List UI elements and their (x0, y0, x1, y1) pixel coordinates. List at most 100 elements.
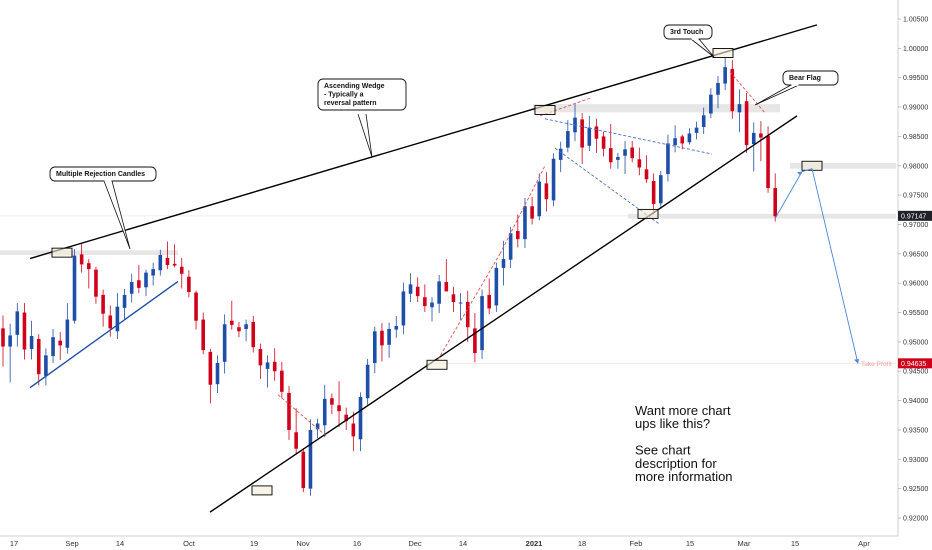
candle-body (365, 364, 370, 399)
candle (129, 273, 134, 303)
candle (222, 314, 227, 374)
x-tick-label: 15 (791, 539, 799, 548)
candle-body (151, 269, 155, 276)
candle-body (115, 306, 120, 332)
x-tick-label: 2021 (526, 539, 543, 548)
candle-body (208, 351, 213, 385)
candle (280, 361, 284, 399)
candle (258, 343, 263, 379)
candle (508, 226, 513, 268)
candle-body (523, 206, 527, 240)
candle (165, 241, 170, 270)
current-price-tag: 0.97147 (898, 210, 932, 221)
x-tick-label: 18 (578, 539, 586, 548)
candle-body (201, 319, 205, 351)
candle (437, 274, 441, 314)
projection-arrowhead-2 (854, 359, 859, 364)
projection-path (774, 168, 859, 364)
candle (501, 240, 506, 286)
candle-body (122, 294, 127, 308)
candle-body (315, 423, 320, 430)
candle (473, 313, 477, 363)
candle (408, 273, 413, 302)
candle-body (415, 286, 420, 297)
candle-body (530, 206, 534, 219)
candle-body (22, 312, 27, 350)
candle (480, 289, 484, 359)
candle (265, 355, 270, 388)
candle-body (773, 188, 777, 217)
candle-body (601, 136, 606, 149)
bear-flag-callout-box (782, 70, 839, 86)
wedge-callout-pointer (357, 113, 373, 158)
candle-body (616, 156, 620, 160)
third-touch-callout-text: 3rd Touch (670, 29, 703, 36)
candle-body (79, 254, 84, 265)
candle (465, 290, 470, 342)
candle-body (272, 361, 277, 372)
candle (616, 152, 620, 169)
candle-body (108, 315, 113, 329)
candle (608, 124, 613, 169)
candle (415, 277, 420, 302)
candle-body (544, 183, 549, 200)
resistance-zone-3 (790, 162, 896, 169)
candle (709, 88, 713, 119)
candle-body (608, 148, 613, 163)
rejection-callout-pointer (103, 180, 131, 250)
candle-body (29, 336, 34, 349)
candle (673, 125, 677, 153)
candle (723, 57, 727, 91)
candle-body (558, 148, 563, 160)
candle-body (430, 302, 434, 308)
candle (287, 385, 291, 440)
candle-body (501, 259, 506, 268)
candle-body (659, 175, 663, 204)
promo-line: See chart (635, 443, 691, 458)
candle-body (437, 281, 441, 304)
candle (637, 147, 642, 176)
candle (330, 393, 334, 415)
candle (44, 348, 48, 386)
y-tick-label: 0.96500 (903, 251, 928, 258)
candle (272, 348, 277, 381)
candle-body (630, 147, 634, 159)
candle (251, 316, 256, 353)
candle (158, 249, 163, 276)
candle-body (129, 282, 134, 294)
bear-flag-callout-text: Bear Flag (789, 75, 821, 82)
candle (558, 141, 563, 173)
y-tick-label: 0.95000 (903, 339, 928, 346)
candle (15, 303, 20, 347)
wedge-callout-text: Ascending Wedge (324, 83, 385, 90)
candle-body (65, 319, 70, 348)
candle-body (666, 143, 670, 174)
candle-body (301, 451, 306, 489)
candle-body (358, 397, 363, 440)
x-tick-label: 14 (116, 539, 124, 548)
candles-layer (1, 57, 777, 496)
candle (387, 322, 391, 358)
candle (537, 173, 542, 221)
candle (1, 315, 5, 367)
touch-box-3 (712, 48, 734, 58)
take-profit-price-tag: 0.94635 (898, 358, 932, 369)
dashed-rally-line-2 (499, 165, 546, 255)
candle-body (473, 328, 477, 354)
candle-body (194, 292, 198, 321)
y-tick-label: 0.94500 (903, 369, 928, 376)
candle-body (766, 135, 770, 189)
candle (29, 320, 34, 360)
promo-line: Want more chart (635, 403, 731, 418)
candle (65, 303, 70, 354)
candle-body (701, 115, 706, 128)
x-tick-label: Apr (858, 539, 870, 548)
candle (487, 278, 491, 315)
wedge-callout-box (317, 78, 407, 111)
touch-box-5 (426, 359, 448, 370)
third-touch-callout-pointer (690, 38, 715, 58)
candle-body (516, 230, 520, 240)
dashed-flag-line (729, 71, 766, 114)
candle (644, 155, 649, 183)
candle (580, 112, 584, 165)
